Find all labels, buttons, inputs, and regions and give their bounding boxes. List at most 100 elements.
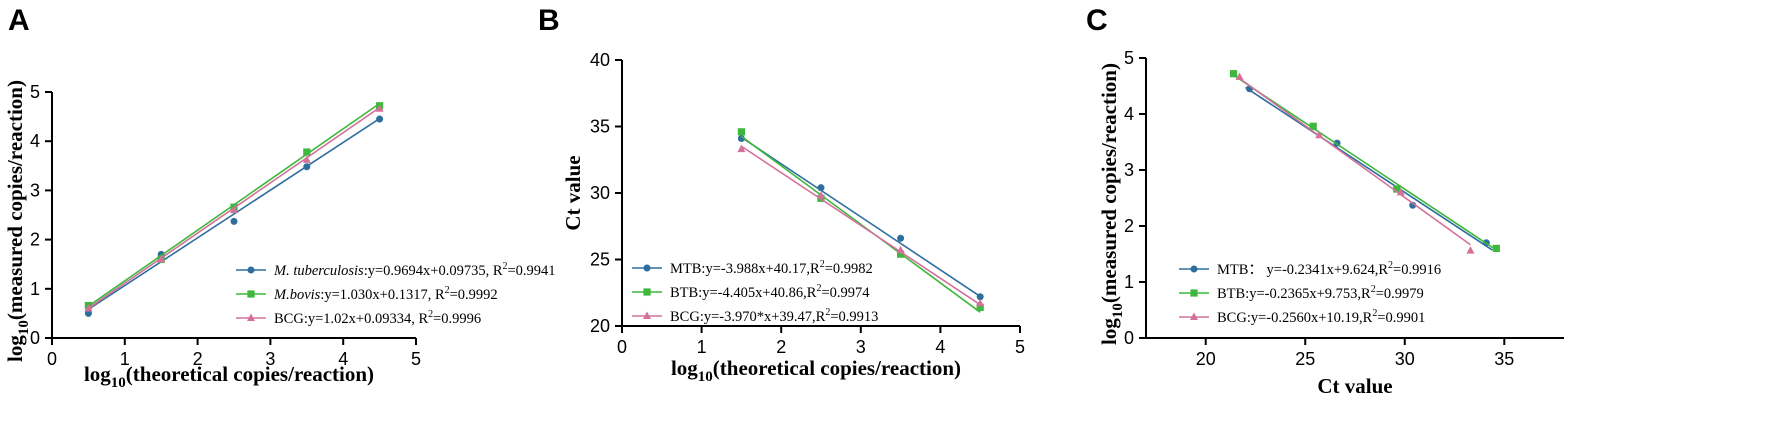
data-point bbox=[737, 144, 746, 153]
data-point bbox=[976, 298, 985, 307]
panel-letter: A bbox=[8, 4, 30, 37]
data-point bbox=[303, 163, 311, 171]
legend-label: BCG:y=1.02x+0.09334, R2=0.9996 bbox=[274, 309, 481, 327]
legend-label: MTB： y=-0.2341x+9.624,R2=0.9916 bbox=[1217, 260, 1441, 278]
y-tick-label: 4 bbox=[30, 131, 40, 151]
data-point bbox=[1466, 246, 1475, 254]
y-tick-label: 40 bbox=[590, 50, 610, 70]
legend-label: BTB:y=-0.2365x+9.753,R2=0.9979 bbox=[1217, 284, 1424, 302]
series-0: MTB： y=-0.2341x+9.624,R2=0.9916 bbox=[1179, 85, 1493, 278]
data-point bbox=[230, 217, 238, 225]
data-point bbox=[302, 155, 311, 163]
y-tick-label: 2 bbox=[1124, 216, 1134, 236]
y-tick-label: 3 bbox=[30, 180, 40, 200]
legend-label: BTB:y=-4.405x+40.86,R2=0.9974 bbox=[670, 283, 870, 301]
legend-marker bbox=[1190, 265, 1198, 273]
y-tick-label: 4 bbox=[1124, 104, 1134, 124]
series-0: M. tuberculosis:y=0.9694x+0.09735, R2=0.… bbox=[84, 115, 556, 317]
y-tick-label: 1 bbox=[1124, 272, 1134, 292]
fit-line bbox=[740, 136, 981, 298]
x-tick-label: 2 bbox=[193, 349, 203, 369]
data-point bbox=[1393, 185, 1401, 193]
fit-line bbox=[1239, 77, 1471, 246]
series-2: BCG:y=-0.2560x+10.19,R2=0.9901 bbox=[1179, 72, 1475, 326]
legend-marker bbox=[643, 288, 651, 296]
legend-label: BCG:y=-3.970*x+39.47,R2=0.9913 bbox=[670, 307, 878, 325]
panel-a: A 0 1 2 3 4 5 0 1 2 3 4 5 log10(theoretical copies/re… bbox=[3, 4, 556, 391]
y-tick-label: 0 bbox=[30, 328, 40, 348]
panel-c: C 0 1 2 3 4 5 20 25 30 35 Ct value log10(measured co… bbox=[1086, 4, 1564, 398]
y-tick-label: 30 bbox=[590, 183, 610, 203]
y-axis-title: Ct value bbox=[561, 155, 585, 230]
x-axis-title: Ct value bbox=[1317, 374, 1392, 398]
x-tick-label: 3 bbox=[265, 349, 275, 369]
data-point bbox=[897, 234, 905, 242]
y-tick-label: 3 bbox=[1124, 160, 1134, 180]
y-tick-label: 0 bbox=[1124, 328, 1134, 348]
y-tick-label: 2 bbox=[30, 230, 40, 250]
panel-b: B 20 25 30 35 40 0 1 2 3 4 5 log10(theoretical copie… bbox=[538, 4, 1025, 385]
y-tick-label: 1 bbox=[30, 279, 40, 299]
data-point bbox=[817, 184, 825, 192]
x-tick-label: 2 bbox=[776, 337, 786, 357]
series-1: BTB:y=-0.2365x+9.753,R2=0.9979 bbox=[1179, 70, 1500, 302]
fit-line bbox=[740, 145, 981, 306]
x-tick-label: 1 bbox=[697, 337, 707, 357]
legend-label: BCG:y=-0.2560x+10.19,R2=0.9901 bbox=[1217, 308, 1425, 326]
data-point bbox=[303, 148, 311, 156]
panel-letter: B bbox=[538, 4, 560, 37]
legend-marker bbox=[1190, 289, 1198, 297]
series-2: BCG:y=1.02x+0.09334, R2=0.9996 bbox=[84, 104, 481, 327]
data-point bbox=[976, 293, 984, 301]
data-point bbox=[230, 205, 238, 214]
x-tick-label: 1 bbox=[120, 349, 130, 369]
x-tick-label: 35 bbox=[1494, 349, 1514, 369]
data-point bbox=[817, 191, 825, 199]
legend-marker bbox=[247, 290, 255, 298]
x-axis-title: log10(theoretical copies/reaction) bbox=[84, 362, 374, 391]
data-point bbox=[1315, 130, 1324, 139]
data-point bbox=[1492, 244, 1500, 252]
legend-marker bbox=[247, 266, 255, 274]
legend-label: MTB:y=-3.988x+40.17,R2=0.9982 bbox=[670, 259, 873, 277]
fit-line bbox=[740, 135, 981, 313]
y-tick-label: 35 bbox=[590, 117, 610, 137]
y-axis-title: log10(measured copies/reaction) bbox=[3, 80, 32, 362]
legend-label: M. tuberculosis:y=0.9694x+0.09735, R2=0.… bbox=[273, 261, 556, 279]
series-2: BCG:y=-3.970*x+39.47,R2=0.9913 bbox=[632, 144, 985, 325]
data-point bbox=[1235, 72, 1244, 81]
legend-marker bbox=[247, 313, 255, 321]
x-tick-label: 0 bbox=[47, 349, 57, 369]
x-tick-label: 4 bbox=[935, 337, 945, 357]
fit-line bbox=[1233, 74, 1497, 251]
data-point bbox=[897, 250, 905, 258]
legend-marker bbox=[643, 264, 651, 272]
legend-label: M.bovis:y=1.030x+0.1317, R2=0.9992 bbox=[273, 285, 498, 303]
y-tick-label: 20 bbox=[590, 316, 610, 336]
y-tick-label: 5 bbox=[30, 82, 40, 102]
x-tick-label: 5 bbox=[411, 349, 421, 369]
data-point bbox=[84, 303, 93, 312]
x-tick-label: 30 bbox=[1395, 349, 1415, 369]
x-tick-label: 3 bbox=[856, 337, 866, 357]
y-tick-label: 5 bbox=[1124, 48, 1134, 68]
x-tick-label: 5 bbox=[1015, 337, 1025, 357]
series-1: BTB:y=-4.405x+40.86,R2=0.9974 bbox=[632, 128, 984, 313]
x-tick-label: 25 bbox=[1295, 349, 1315, 369]
data-point bbox=[737, 134, 745, 142]
data-point bbox=[1309, 122, 1317, 130]
data-point bbox=[157, 254, 166, 263]
x-tick-label: 20 bbox=[1196, 349, 1216, 369]
data-point bbox=[896, 245, 905, 254]
x-axis-title: log10(theoretical copies/reaction) bbox=[671, 356, 961, 385]
data-point bbox=[737, 128, 745, 136]
series-0: MTB:y=-3.988x+40.17,R2=0.9982 bbox=[632, 134, 984, 301]
data-point bbox=[1229, 70, 1238, 78]
y-axis-title: log10(measured copies/reaction) bbox=[1097, 63, 1126, 345]
data-point bbox=[84, 309, 92, 317]
fit-line bbox=[1245, 86, 1493, 251]
x-tick-label: 0 bbox=[617, 337, 627, 357]
fit-line bbox=[87, 117, 381, 311]
y-tick-label: 25 bbox=[590, 250, 610, 270]
